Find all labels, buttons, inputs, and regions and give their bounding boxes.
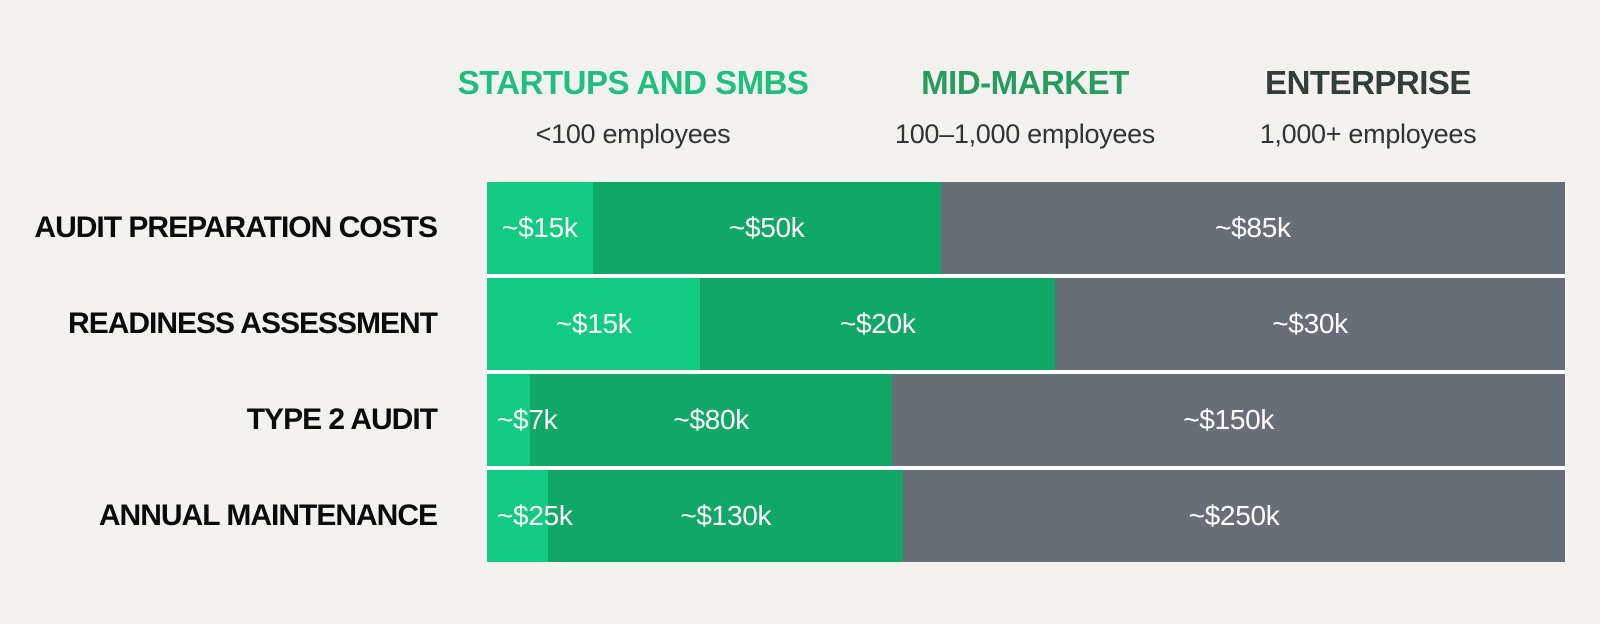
bar-segment-enterprise: ~$85k [940, 182, 1565, 274]
value-label: ~$250k [1188, 500, 1280, 531]
bar-segment-enterprise: ~$150k [892, 374, 1565, 466]
column-subtitle-mid-market: 100–1,000 employees [894, 119, 1156, 149]
row-label-audit-preparation-costs: AUDIT PREPARATION COSTS [34, 211, 438, 244]
column-header-enterprise: ENTERPRISE 1,000+ employees [1260, 66, 1477, 148]
bar-segment-mid-market: ~$20k [700, 278, 1056, 370]
bar-annual-maintenance: ~$25k ~$130k ~$250k [487, 470, 1565, 562]
value-label: ~$7k [497, 404, 558, 435]
column-subtitle-enterprise: 1,000+ employees [1259, 119, 1477, 149]
row-label-annual-maintenance: ANNUAL MAINTENANCE [98, 499, 438, 532]
column-header-mid-market: MID-MARKET 100–1,000 employees [895, 66, 1155, 148]
value-label: ~$80k [673, 404, 749, 435]
value-label: ~$15k [555, 308, 632, 339]
row-label-type-2-audit: TYPE 2 AUDIT [246, 403, 438, 436]
cost-comparison-chart: AUDIT PREPARATION COSTS ~$15k ~$50k ~$85… [0, 182, 1565, 566]
column-title-startups: STARTUPS AND SMBS [457, 64, 809, 101]
bar-segment-enterprise: ~$250k [903, 470, 1565, 562]
bar-segment-startups: ~$25k [487, 470, 573, 562]
bar-segment-mid-market: ~$50k [592, 182, 941, 274]
bar-segment-startups: ~$15k [487, 278, 701, 370]
column-title-enterprise: ENTERPRISE [1265, 64, 1471, 101]
bar-segment-startups: ~$7k [487, 374, 558, 466]
bar-segment-enterprise: ~$30k [1055, 278, 1565, 370]
bar-segment-mid-market: ~$130k [548, 470, 904, 562]
column-subtitle-startups: <100 employees [535, 119, 731, 149]
column-header-startups: STARTUPS AND SMBS <100 employees [458, 66, 809, 148]
table-row: TYPE 2 AUDIT ~$7k ~$80k ~$150k [0, 374, 1565, 466]
value-label: ~$25k [497, 500, 573, 531]
value-label: ~$85k [1215, 212, 1291, 243]
bar-audit-preparation-costs: ~$15k ~$50k ~$85k [487, 182, 1565, 274]
value-label: ~$130k [680, 500, 772, 531]
table-row: READINESS ASSESSMENT ~$15k ~$20k ~$30k [0, 278, 1565, 370]
bar-segment-mid-market: ~$80k [530, 374, 893, 466]
table-row: ANNUAL MAINTENANCE ~$25k ~$130k ~$250k [0, 470, 1565, 562]
value-label: ~$30k [1272, 308, 1348, 339]
table-row: AUDIT PREPARATION COSTS ~$15k ~$50k ~$85… [0, 182, 1565, 274]
value-label: ~$20k [839, 308, 916, 339]
bar-type-2-audit: ~$7k ~$80k ~$150k [487, 374, 1565, 466]
value-label: ~$150k [1183, 404, 1275, 435]
row-label-readiness-assessment: READINESS ASSESSMENT [68, 307, 438, 340]
bar-segment-startups: ~$15k [487, 182, 593, 274]
value-label: ~$50k [728, 212, 805, 243]
value-label: ~$15k [502, 212, 578, 243]
bar-readiness-assessment: ~$15k ~$20k ~$30k [487, 278, 1565, 370]
column-title-mid-market: MID-MARKET [921, 64, 1129, 101]
